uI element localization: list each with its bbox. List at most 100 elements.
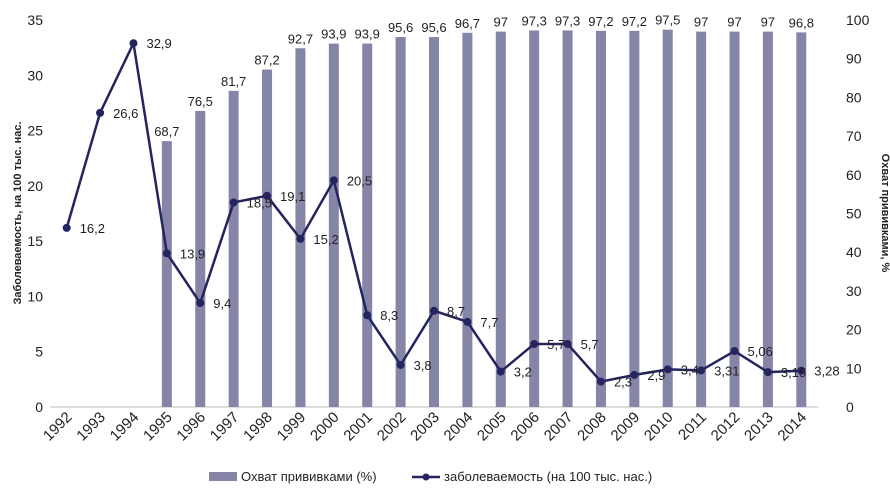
bar <box>228 90 239 408</box>
line-value-label: 18,5 <box>247 195 272 210</box>
bar <box>195 110 206 407</box>
bar-value-label: 68,7 <box>154 124 179 139</box>
bar-value-label: 95,6 <box>421 20 446 35</box>
bar <box>696 31 707 408</box>
line-point <box>363 311 372 320</box>
legend-line-label: заболеваемость (на 100 тыс. нас.) <box>444 469 652 484</box>
line-point <box>129 39 138 48</box>
bar-value-label: 95,6 <box>388 20 413 35</box>
x-tick-label: 2012 <box>708 409 744 445</box>
line-value-label: 3,15 <box>781 365 806 380</box>
x-tick-label: 2005 <box>474 409 510 445</box>
legend: Охват прививками (%) заболеваемость (на … <box>209 469 652 484</box>
x-tick-label: 1992 <box>40 409 76 445</box>
bar <box>662 29 673 408</box>
line-value-label: 32,9 <box>146 36 171 51</box>
line-point <box>396 360 405 369</box>
x-tick-label: 2003 <box>407 409 443 445</box>
bar <box>462 32 473 408</box>
right-y-tick-label: 70 <box>846 128 862 144</box>
line-point <box>563 339 572 348</box>
line-point <box>463 317 472 326</box>
legend-bar-swatch <box>209 472 237 481</box>
line-point <box>630 370 639 379</box>
line-point <box>530 339 539 348</box>
x-tick-label: 2013 <box>741 409 777 445</box>
line-value-label: 5,7 <box>547 337 565 352</box>
line-point <box>263 191 272 200</box>
bar <box>562 30 573 407</box>
bar-value-label: 97,3 <box>522 13 547 28</box>
line-point <box>663 365 672 374</box>
right-y-tick-label: 10 <box>846 360 862 376</box>
bar <box>529 30 540 407</box>
bar-value-label: 93,9 <box>355 27 380 42</box>
right-y-tick-label: 50 <box>846 206 862 222</box>
bar <box>429 37 439 407</box>
left-y-tick-label: 30 <box>27 67 43 83</box>
right-y-tick-label: 80 <box>846 89 862 105</box>
bar-value-label: 92,7 <box>288 31 313 46</box>
line-series <box>62 39 806 386</box>
bar <box>161 141 172 408</box>
x-tick-label: 2004 <box>441 409 477 445</box>
left-y-tick-label: 35 <box>27 12 43 28</box>
bar-value-label: 97 <box>694 15 708 30</box>
x-tick-label: 2010 <box>641 409 677 445</box>
x-tick-label: 1998 <box>240 409 276 445</box>
line-point <box>797 366 806 375</box>
x-tick-label: 1994 <box>107 409 143 445</box>
x-tick-label: 1999 <box>274 409 310 445</box>
line-value-label: 5,7 <box>581 337 599 352</box>
left-y-axis-title: Заболеваемость, на 100 тыс. нас. <box>12 121 24 304</box>
line-value-label: 3,28 <box>814 364 839 379</box>
x-tick-label: 2011 <box>675 409 710 444</box>
bar-value-label: 97 <box>727 15 741 30</box>
x-tick-label: 2002 <box>374 409 410 445</box>
bar <box>729 31 740 408</box>
bar-value-label: 97 <box>761 15 775 30</box>
bar-value-labels: 68,7 76,5 81,7 87,2 92,7 93,9 93,9 95,6 95,6 96,7… <box>154 13 814 139</box>
x-tick-label: 2009 <box>608 409 644 445</box>
bar-value-label: 81,7 <box>221 74 246 89</box>
x-tick-label: 1993 <box>73 409 109 445</box>
left-y-tick-label: 15 <box>27 233 43 249</box>
line-point <box>229 198 238 207</box>
right-y-tick-label: 100 <box>846 12 870 28</box>
left-y-axis-ticks: 0 5 10 15 20 25 30 35 <box>27 12 43 415</box>
line-value-label: 2,3 <box>614 375 632 390</box>
line-value-label: 9,4 <box>213 296 231 311</box>
line-point <box>196 299 205 308</box>
bar-value-label: 93,9 <box>321 27 346 42</box>
bar <box>328 43 339 408</box>
bar-value-label: 97 <box>494 15 508 30</box>
line-point <box>62 223 71 232</box>
bar <box>495 31 506 408</box>
left-y-tick-label: 0 <box>35 399 43 415</box>
x-tick-label: 2001 <box>340 409 376 445</box>
bar <box>629 30 640 408</box>
bar-value-label: 76,5 <box>188 94 213 109</box>
line-value-label: 8,3 <box>380 308 398 323</box>
x-tick-label: 2006 <box>507 409 543 445</box>
right-y-tick-label: 20 <box>846 322 862 338</box>
bar-value-label: 96,8 <box>789 15 814 30</box>
line-value-label: 3,8 <box>414 358 432 373</box>
line-value-label: 2,9 <box>647 368 665 383</box>
x-tick-label: 2008 <box>574 409 610 445</box>
x-tick-label: 2014 <box>775 409 811 445</box>
left-y-tick-label: 25 <box>27 123 43 139</box>
bar <box>262 69 273 407</box>
line-value-label: 16,2 <box>80 221 105 236</box>
bar <box>595 30 606 408</box>
left-y-tick-label: 5 <box>35 344 43 360</box>
line-point <box>296 234 305 243</box>
line-point <box>596 377 605 386</box>
bar-value-label: 97,2 <box>622 14 647 29</box>
right-y-axis-title: Охват прививками, % <box>879 154 890 273</box>
bar-value-label: 97,2 <box>588 14 613 29</box>
line-value-label: 8,7 <box>447 304 465 319</box>
x-axis-ticks: 1992199319941995199619971998199920002001… <box>40 409 810 445</box>
right-y-tick-label: 30 <box>846 283 862 299</box>
